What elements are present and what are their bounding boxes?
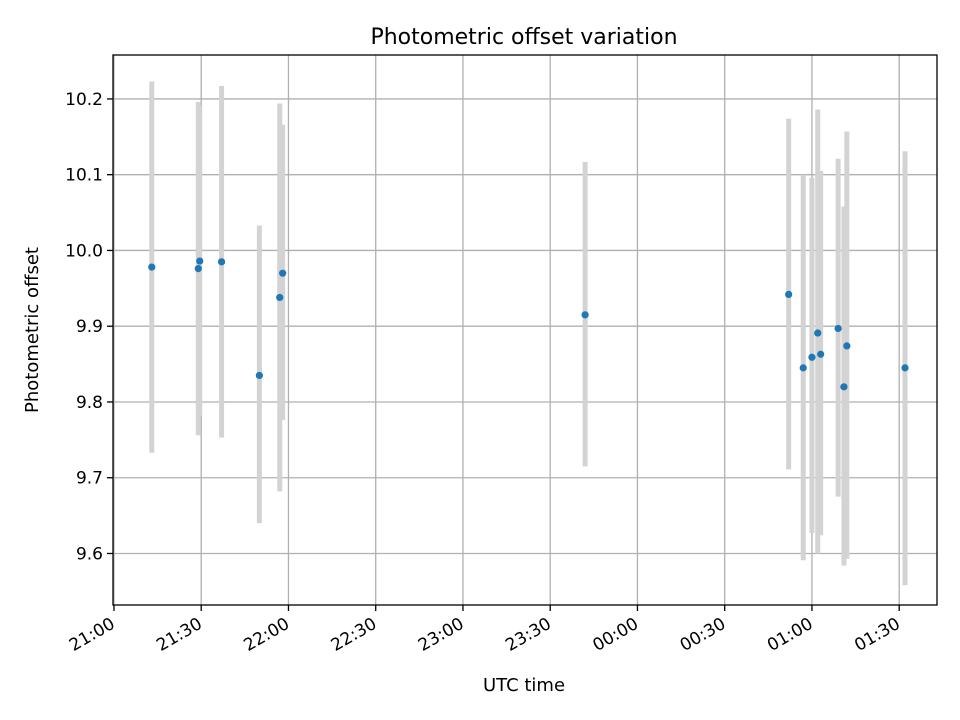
chart-title: Photometric offset variation [370, 25, 677, 50]
data-point [194, 265, 202, 273]
data-point [785, 290, 793, 298]
point-layer [148, 257, 909, 391]
plot-frame [112, 54, 938, 606]
data-point [799, 364, 807, 372]
data-point [840, 383, 848, 391]
data-point [817, 350, 825, 358]
data-point [276, 293, 284, 302]
data-point [834, 324, 842, 333]
x-axis-label: UTC time [483, 675, 565, 696]
data-point [255, 371, 263, 380]
y-tick-label: 9.9 [76, 317, 103, 337]
y-tick-label: 10.1 [65, 166, 103, 186]
data-point [279, 269, 287, 277]
y-tick-label: 10.0 [65, 241, 103, 261]
y-tick-label: 9.6 [76, 544, 103, 564]
data-point [196, 257, 204, 265]
y-tick-label: 10.2 [65, 90, 103, 110]
data-point [808, 353, 816, 361]
data-point [843, 342, 851, 350]
y-tick-label: 9.8 [76, 393, 103, 413]
y-tick-label: 9.7 [76, 469, 103, 489]
data-point [581, 311, 589, 319]
y-axis-label: Photometric offset [22, 247, 43, 413]
grid-layer [113, 55, 937, 605]
data-point [901, 364, 909, 372]
data-point [217, 258, 226, 266]
data-point [148, 263, 156, 271]
y-axis-ticks: 9.6 9.7 9.8 9.9 10.0 10.1 10.2 [65, 90, 113, 564]
data-point [814, 329, 822, 337]
